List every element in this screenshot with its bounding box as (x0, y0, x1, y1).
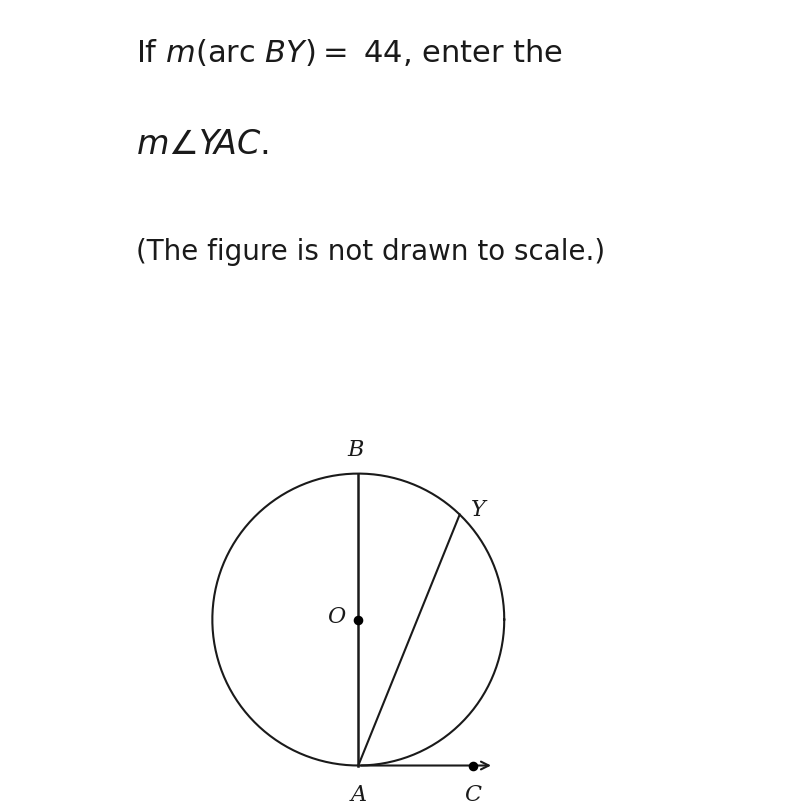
Text: $m\angle Y\!AC.$: $m\angle Y\!AC.$ (136, 128, 269, 161)
Point (466, 759, 479, 772)
Text: A: A (350, 784, 366, 802)
Text: B: B (347, 439, 364, 460)
Text: (The figure is not drawn to scale.): (The figure is not drawn to scale.) (136, 237, 605, 265)
Text: C: C (465, 784, 482, 802)
Text: Y: Y (471, 500, 486, 521)
Text: O: O (327, 606, 346, 628)
Text: If $m$(arc $BY$)$=$ 44, enter the: If $m$(arc $BY$)$=$ 44, enter the (136, 37, 563, 67)
Point (352, 613, 365, 626)
